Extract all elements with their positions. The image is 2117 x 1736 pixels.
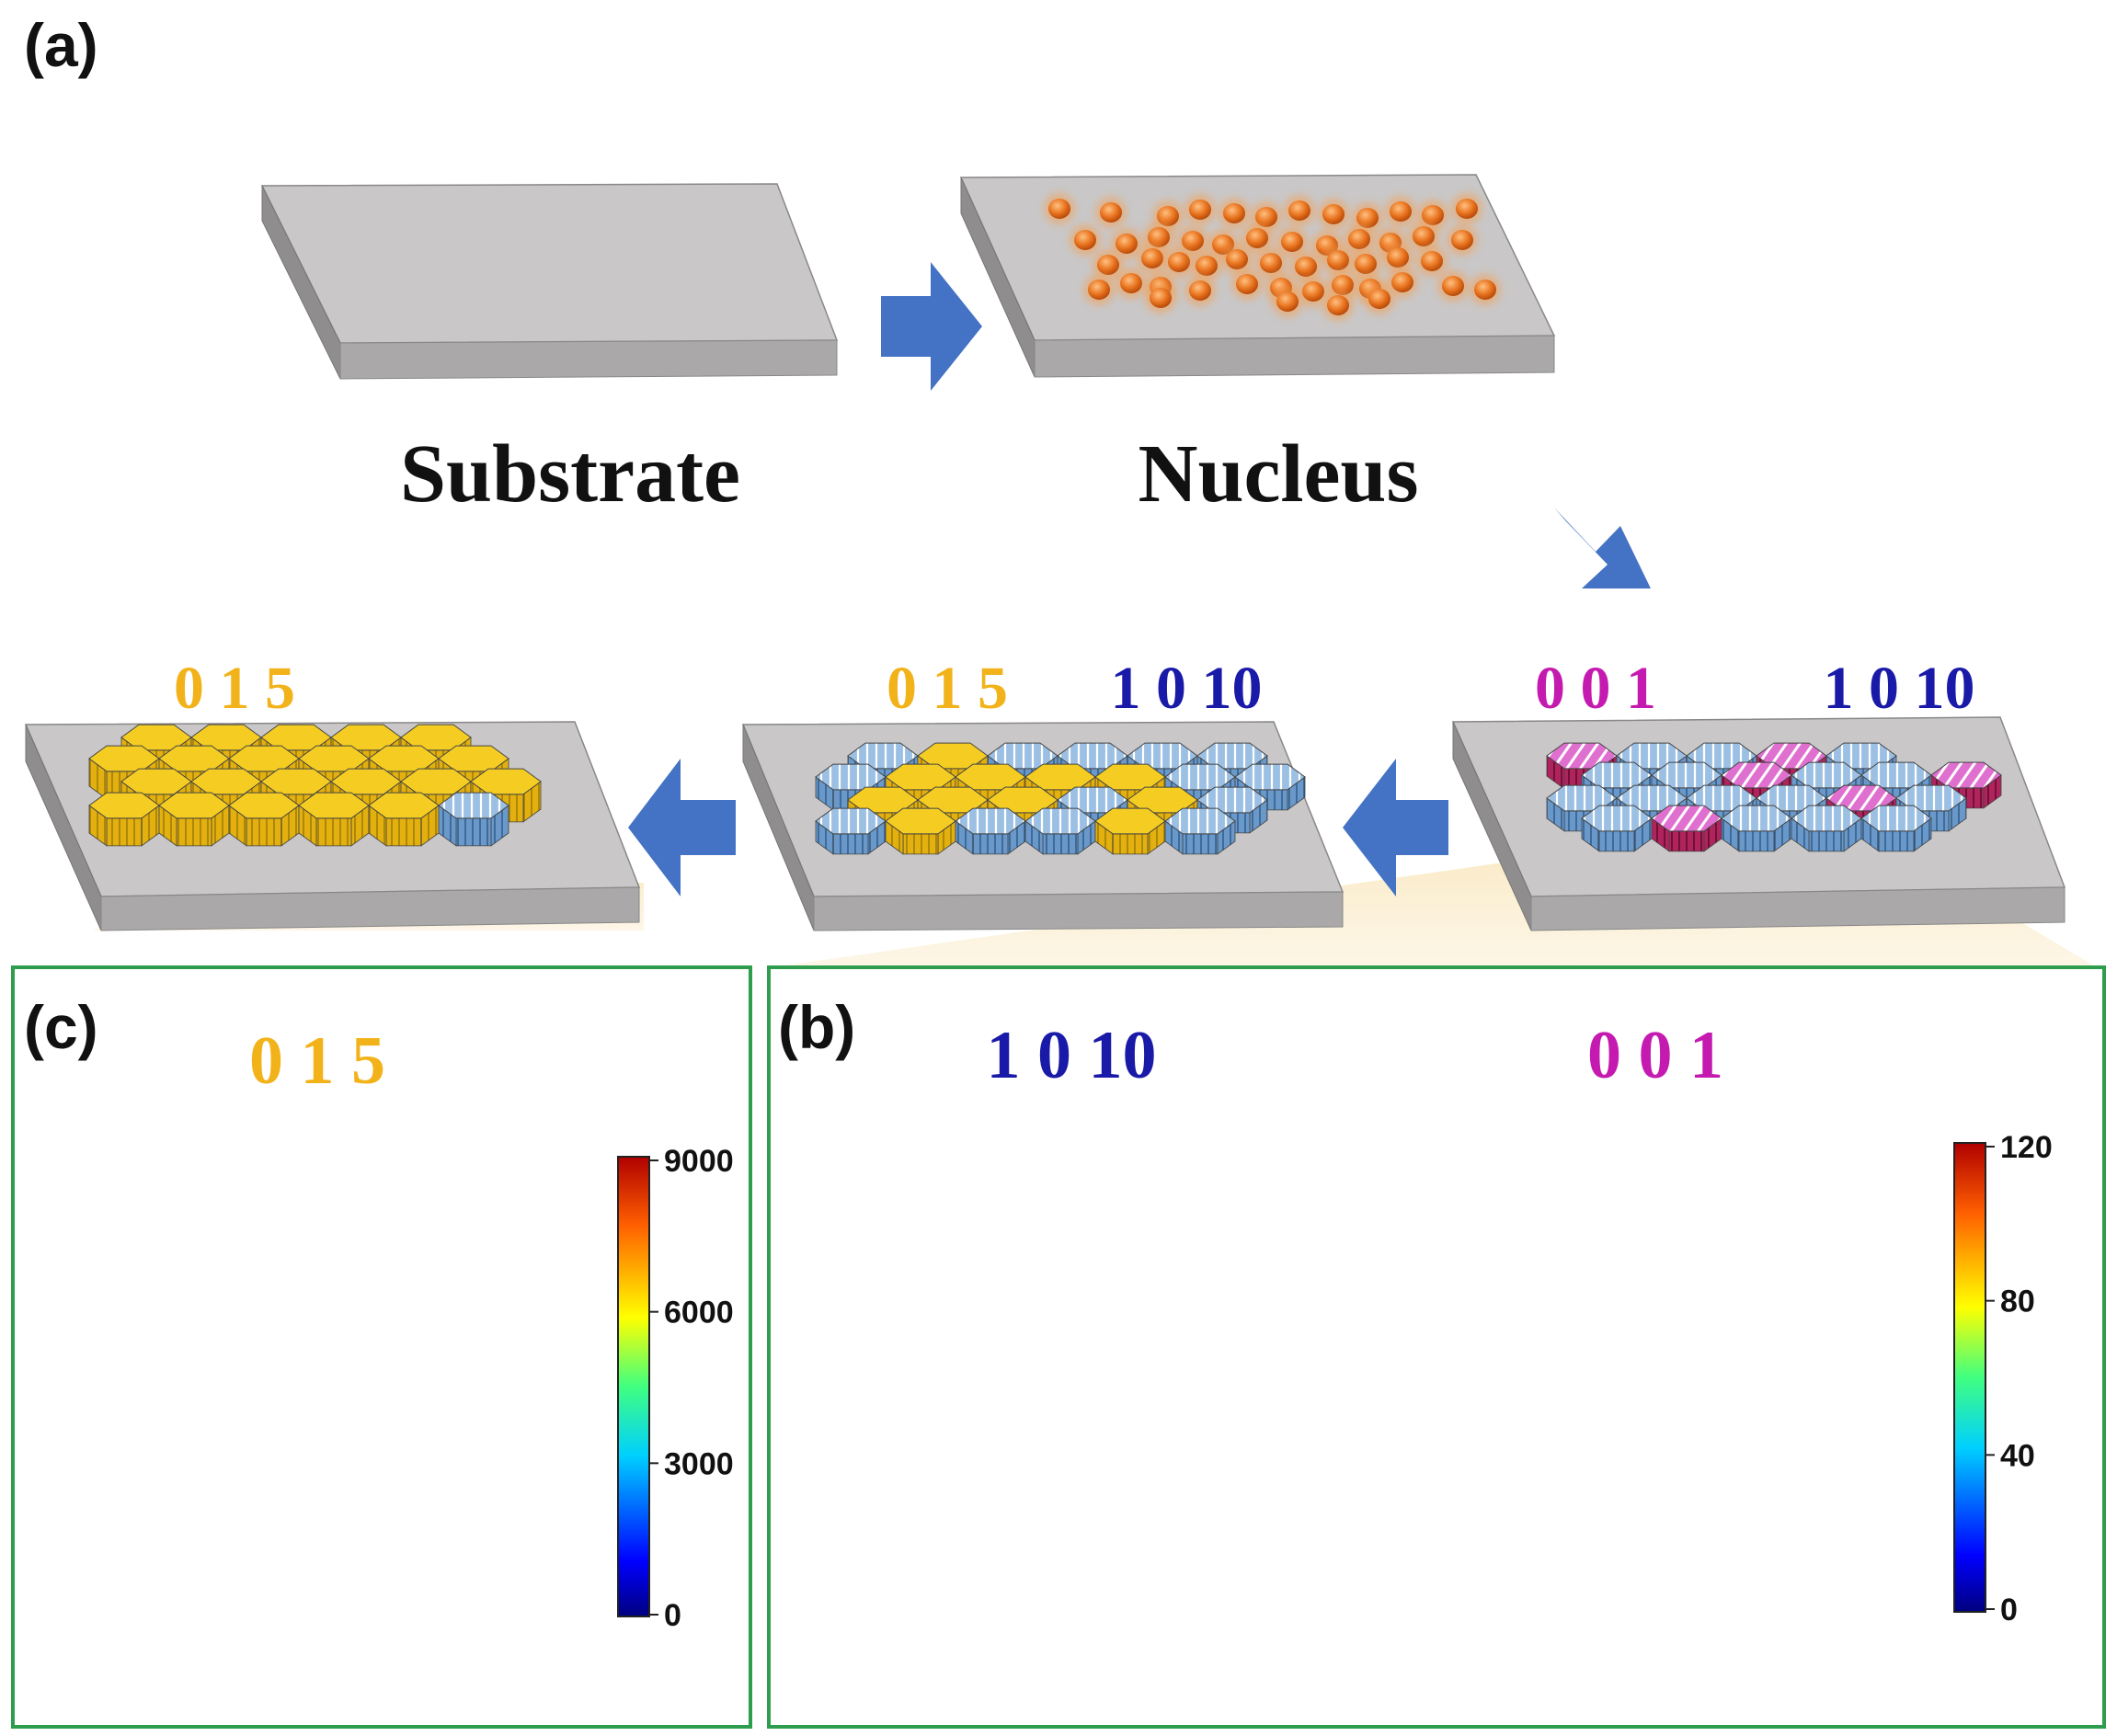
pink-grain: [1651, 805, 1722, 852]
nucleus-particle: [1302, 281, 1324, 302]
stage-label-nucleus: Nucleus: [1138, 428, 1418, 520]
colorbar-tick-label: 40: [2000, 1438, 2035, 1473]
nucleus-particle: [1148, 227, 1170, 247]
nucleus-particle: [1387, 247, 1409, 268]
yellow-grain: [158, 792, 230, 847]
panel-label-a: (a): [24, 11, 98, 79]
panel-frame-b: [767, 965, 2106, 1729]
nucleus-particle: [1088, 280, 1110, 300]
nucleus-particle: [1255, 207, 1277, 227]
nucleus-particle: [1413, 226, 1435, 246]
blue-grain: [1791, 805, 1862, 852]
blue-grain: [1024, 807, 1096, 855]
nucleus-particle: [1074, 230, 1096, 250]
panel-label-c: (c): [24, 993, 98, 1061]
substrate-slab: [260, 183, 839, 380]
nucleus-particle: [1276, 291, 1299, 312]
nucleus-particle: [1422, 205, 1444, 225]
pole-figure-title-001: 0 0 1: [1587, 1018, 1723, 1093]
blue-grain: [1895, 784, 1967, 832]
blue-grain: [1164, 807, 1236, 855]
yellow-grain: [368, 792, 440, 847]
nucleus-particle: [1097, 255, 1119, 275]
nucleus-particle: [1295, 257, 1317, 277]
panel-frame-c: [11, 965, 752, 1729]
yellow-grain: [1094, 807, 1166, 855]
nucleus-particle: [1141, 248, 1163, 268]
panel-label-b: (b): [778, 993, 855, 1061]
stage-label-substrate: Substrate: [400, 428, 740, 520]
nucleus-particle: [1168, 252, 1190, 272]
nucleus-particle: [1456, 199, 1478, 219]
colorbar-tick-label: 6000: [664, 1296, 734, 1331]
nucleus-particle: [1048, 199, 1070, 219]
nucleus-particle: [1390, 201, 1412, 222]
plane-label-001-right: 0 0 1: [1535, 655, 1656, 722]
nucleus-particle: [1189, 200, 1211, 220]
process-arrow-1: [881, 262, 982, 391]
nucleus-particle: [1223, 203, 1245, 223]
nucleus-particle: [1391, 272, 1413, 292]
process-arrow-4: [628, 759, 736, 897]
colorbar-tick-label: 0: [2000, 1593, 2018, 1628]
colorbar-tick-label: 120: [2000, 1130, 2053, 1165]
nucleus-particle: [1260, 253, 1282, 273]
nucleus-particle: [1327, 250, 1349, 270]
nucleus-particle: [1288, 200, 1310, 221]
plane-label-1010-right: 1 0 10: [1824, 655, 1975, 722]
nucleus-particle: [1120, 273, 1142, 293]
blue-grain: [438, 792, 509, 847]
plane-label-015-mid: 0 1 5: [887, 655, 1008, 722]
colorbar-tick-label: 0: [664, 1598, 681, 1633]
hexagonal-grains-015-1010: [815, 742, 1306, 855]
hexagonal-grains-001-1010: [1546, 742, 2002, 852]
nucleus-particle: [1116, 234, 1138, 254]
colorbar-tick-label: 80: [2000, 1285, 2035, 1319]
blue-grain: [815, 807, 887, 855]
nucleus-particle: [1150, 288, 1172, 308]
nucleus-particle: [1348, 229, 1370, 249]
blue-grain: [1581, 805, 1653, 852]
colorbar-tick-label: 3000: [664, 1446, 734, 1481]
nucleus-particle: [1189, 280, 1211, 301]
process-arrow-3: [1343, 759, 1448, 897]
blue-grain: [955, 807, 1026, 855]
plane-label-015-final: 0 1 5: [174, 655, 295, 722]
yellow-grain: [88, 792, 160, 847]
pole-figure-title-1010: 1 0 10: [987, 1018, 1157, 1093]
nucleus-particle: [1327, 295, 1349, 315]
nucleus-particle: [1182, 231, 1204, 251]
yellow-grain: [228, 792, 300, 847]
hexagonal-grains-015: [88, 724, 542, 847]
colorbar-015: 0 3000 6000 9000: [617, 1144, 734, 1633]
nucleus-particle: [1451, 230, 1473, 250]
nucleus-particle: [1246, 228, 1268, 248]
nucleus-particle: [1355, 254, 1377, 274]
yellow-grain: [298, 792, 370, 847]
nucleus-particle: [1100, 202, 1122, 223]
nucleus-particle: [1421, 251, 1443, 271]
nucleus-particle: [1157, 206, 1179, 226]
nucleus-particles: [1044, 193, 1501, 321]
plane-label-1010-mid: 1 0 10: [1111, 655, 1263, 722]
nucleus-particle: [1226, 249, 1248, 269]
yellow-grain: [885, 807, 956, 855]
process-arrow-2: [1554, 508, 1651, 588]
colorbar-001: 0 40 80 120: [1953, 1130, 2053, 1628]
nucleus-particle: [1368, 289, 1390, 309]
nucleus-particle: [1281, 232, 1303, 252]
blue-grain: [1860, 805, 1932, 852]
colorbar-tick-label: 9000: [664, 1144, 734, 1179]
nucleus-particle: [1442, 276, 1464, 296]
nucleus-particle: [1322, 204, 1345, 224]
pole-figure-title-015: 0 1 5: [249, 1023, 385, 1099]
nucleus-particle: [1236, 274, 1258, 294]
blue-grain: [1721, 805, 1792, 852]
nucleus-particle: [1474, 280, 1496, 300]
nucleus-particle: [1356, 208, 1379, 228]
nucleus-particle: [1196, 256, 1218, 276]
